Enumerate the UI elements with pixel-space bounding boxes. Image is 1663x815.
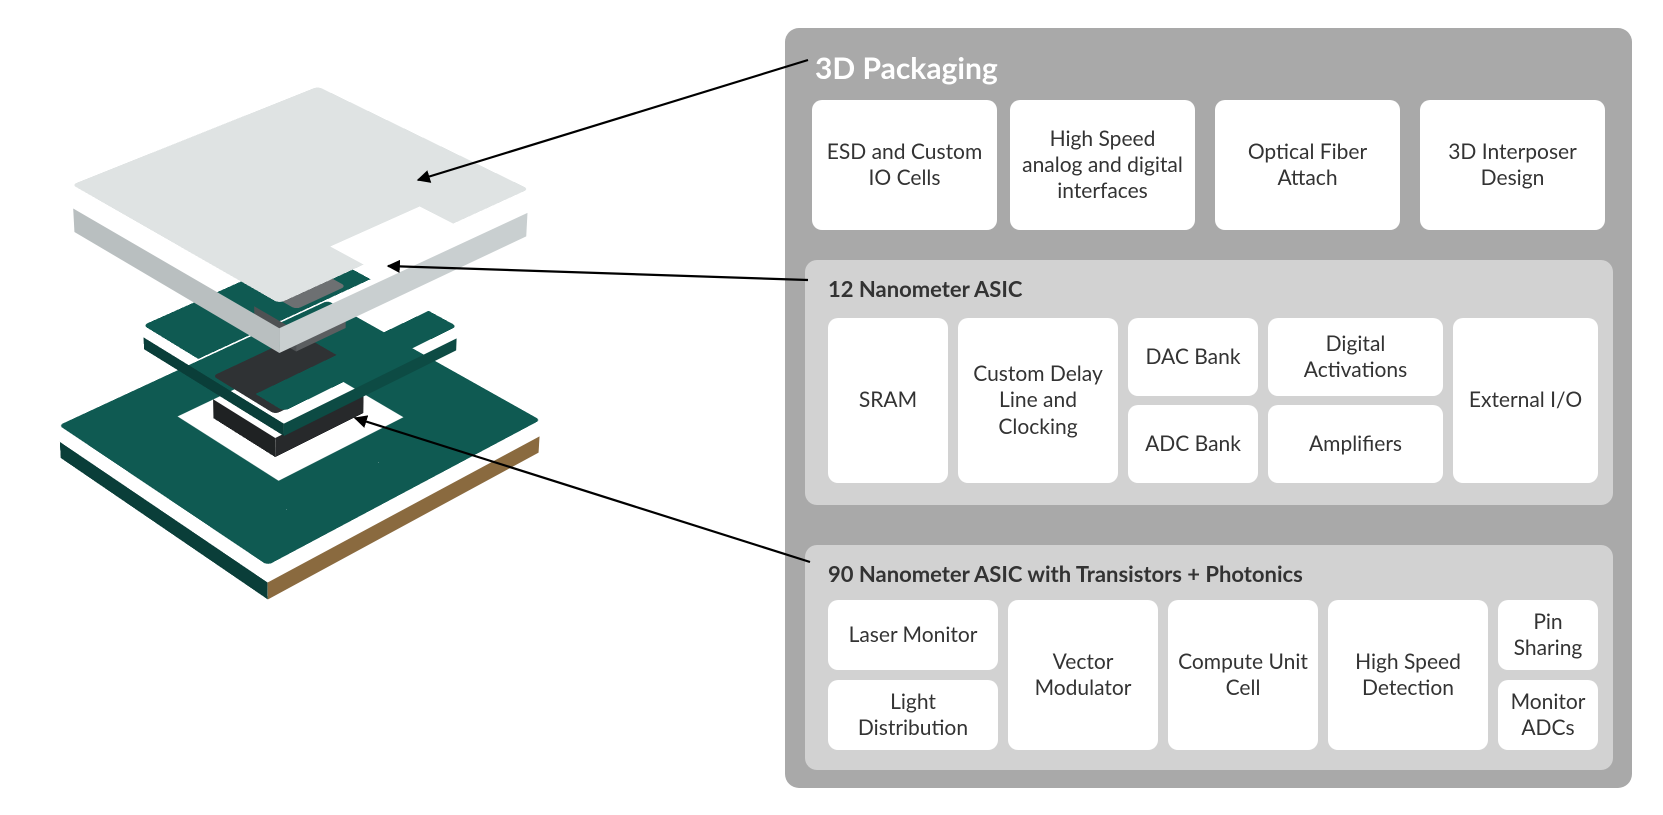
- section-title-12nm: 12 Nanometer ASIC: [828, 275, 1022, 302]
- card-3d-interposer-design: 3D Interposer Design: [1420, 100, 1605, 230]
- card-light-distribution: Light Distribution: [828, 680, 998, 750]
- card-dac-bank: DAC Bank: [1128, 318, 1258, 396]
- section-title-3d-packaging: 3D Packaging: [815, 50, 998, 86]
- card-laser-monitor: Laser Monitor: [828, 600, 998, 670]
- section-title-90nm: 90 Nanometer ASIC with Transistors + Pho…: [828, 560, 1303, 587]
- card-digital-activations: Digital Activations: [1268, 318, 1443, 396]
- card-custom-delay-line-and-clocking: Custom Delay Line and Clocking: [958, 318, 1118, 483]
- card-adc-bank: ADC Bank: [1128, 405, 1258, 483]
- card-amplifiers: Amplifiers: [1268, 405, 1443, 483]
- card-compute-unit-cell: Compute Unit Cell: [1168, 600, 1318, 750]
- card-sram: SRAM: [828, 318, 948, 483]
- card-monitor-adcs: Monitor ADCs: [1498, 680, 1598, 750]
- stage: 3D Packaging 12 Nanometer ASIC 90 Nanome…: [0, 0, 1663, 815]
- card-external-i-o: External I/O: [1453, 318, 1598, 483]
- card-vector-modulator: Vector Modulator: [1008, 600, 1158, 750]
- card-pin-sharing: Pin Sharing: [1498, 600, 1598, 670]
- card-high-speed-analog-and-digital-interfaces: High Speed analog and digital interfaces: [1010, 100, 1195, 230]
- card-high-speed-detection: High Speed Detection: [1328, 600, 1488, 750]
- card-optical-fiber-attach: Optical Fiber Attach: [1215, 100, 1400, 230]
- card-esd-and-custom-io-cells: ESD and Custom IO Cells: [812, 100, 997, 230]
